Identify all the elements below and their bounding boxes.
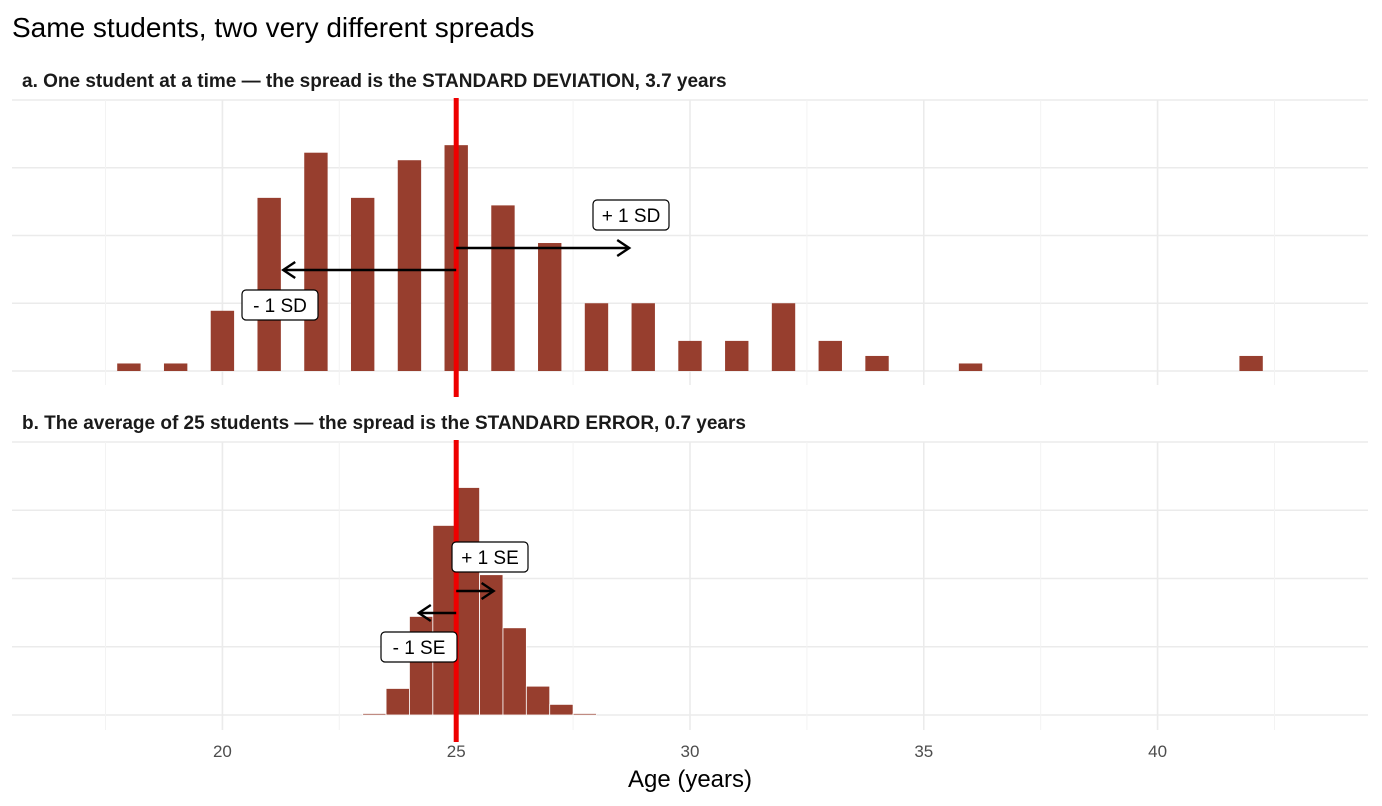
arrow-head-icon	[416, 604, 432, 622]
bar	[538, 243, 562, 371]
bar	[678, 340, 702, 371]
panel-a-bars	[117, 145, 1263, 371]
panel-b: b. The average of 25 students — the spre…	[12, 413, 1368, 742]
panel-a: a. One student at a time — the spread is…	[12, 71, 1368, 397]
spread-label-box	[380, 631, 458, 663]
x-tick-label: 40	[1148, 742, 1167, 761]
x-tick-label: 35	[914, 742, 933, 761]
bar	[210, 310, 235, 371]
panel-b-subtitle: b. The average of 25 students — the spre…	[22, 413, 746, 434]
spread-label-box	[451, 541, 529, 573]
bar	[362, 713, 387, 716]
bar	[725, 340, 749, 371]
x-axis-ticks: 20 25 30 35 40	[213, 742, 1167, 761]
bar	[455, 487, 480, 716]
arrow-head-icon	[616, 239, 632, 257]
bar	[479, 574, 504, 716]
spread-label-box	[241, 289, 319, 321]
bar	[771, 303, 796, 371]
panel-b-grid	[12, 441, 1368, 730]
panel-b-bars	[362, 487, 597, 716]
bar	[502, 627, 527, 716]
bar	[572, 713, 597, 716]
spread-label: + 1 SD	[602, 206, 661, 227]
panel-b-annotations: + 1 SE - 1 SE	[380, 541, 529, 663]
x-tick-label: 30	[681, 742, 700, 761]
spread-label-box	[592, 199, 670, 231]
bar	[1239, 355, 1263, 371]
bar	[631, 303, 655, 371]
spread-label: + 1 SE	[461, 548, 519, 569]
spread-label: - 1 SE	[393, 638, 446, 659]
bar	[865, 355, 889, 371]
x-axis-title: Age (years)	[628, 766, 752, 793]
arrow-head-icon	[281, 261, 296, 279]
bar	[304, 152, 328, 371]
spread-label: - 1 SD	[253, 296, 307, 317]
bar	[163, 363, 188, 371]
bar	[525, 685, 551, 716]
bar	[385, 688, 410, 716]
bar	[491, 205, 515, 371]
x-tick-label: 25	[447, 742, 466, 761]
bar	[397, 160, 422, 371]
bar	[351, 197, 375, 371]
panel-a-annotations: + 1 SD - 1 SD	[241, 199, 670, 321]
panel-a-grid	[12, 99, 1368, 385]
panel-a-subtitle: a. One student at a time — the spread is…	[22, 71, 727, 92]
arrow-head-icon	[480, 582, 496, 600]
figure-title: Same students, two very different spread…	[12, 12, 534, 43]
x-tick-label: 20	[213, 742, 232, 761]
bar	[958, 363, 983, 371]
bar	[549, 703, 574, 716]
bar	[409, 616, 434, 716]
bar	[257, 197, 281, 371]
bar	[117, 363, 141, 371]
bar	[584, 303, 609, 371]
bar	[818, 340, 842, 371]
